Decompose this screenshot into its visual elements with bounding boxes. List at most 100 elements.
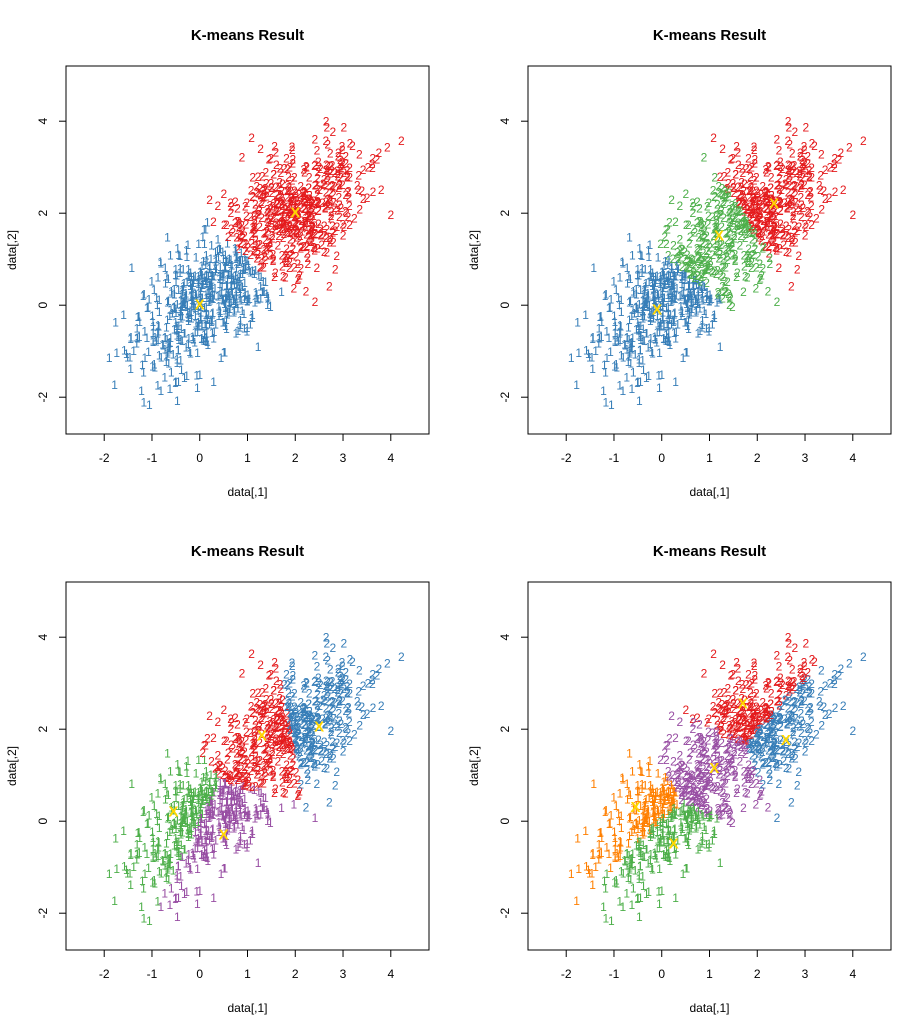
- data-point-cluster-1: 1: [637, 319, 644, 333]
- data-point-cluster-1: 1: [619, 384, 626, 398]
- data-point-cluster-4: 2: [398, 650, 405, 664]
- data-point-cluster-3: 2: [791, 125, 798, 139]
- data-point-cluster-3: 2: [253, 767, 260, 781]
- data-point-cluster-1: 1: [625, 355, 632, 369]
- data-point-cluster-4: 2: [756, 713, 763, 727]
- data-point-cluster-1: 1: [603, 841, 610, 855]
- data-point-cluster-3: 2: [668, 775, 675, 789]
- data-point-cluster-4: 2: [342, 672, 349, 686]
- data-point-cluster-2: 2: [721, 285, 728, 299]
- data-point-cluster-3: 2: [739, 188, 746, 202]
- data-point-cluster-2: 1: [660, 812, 667, 826]
- data-point-cluster-4: 2: [724, 698, 731, 712]
- data-point-cluster-2: 2: [301, 192, 308, 206]
- data-point-cluster-2: 2: [689, 206, 696, 220]
- data-point-cluster-5: 2: [796, 720, 803, 734]
- data-point-cluster-1: 1: [649, 279, 656, 293]
- data-point-cluster-1: 1: [201, 753, 208, 767]
- data-point-cluster-2: 2: [729, 248, 736, 262]
- data-point-cluster-1: 1: [659, 807, 666, 821]
- data-point-cluster-2: 2: [745, 242, 752, 256]
- data-point-cluster-1: 1: [209, 313, 216, 327]
- data-point-cluster-1: 1: [133, 853, 140, 867]
- data-point-cluster-1: 1: [645, 289, 652, 303]
- data-point-cluster-1: 1: [208, 239, 215, 253]
- data-point-cluster-1: 1: [625, 270, 632, 284]
- data-point-cluster-1: 1: [208, 313, 215, 327]
- data-point-cluster-2: 1: [635, 835, 642, 849]
- data-point-cluster-3: 2: [748, 771, 755, 785]
- data-point-cluster-1: 1: [655, 289, 662, 303]
- data-point-cluster-1: 1: [228, 253, 235, 267]
- data-point-cluster-1: 1: [160, 855, 167, 869]
- data-point-cluster-1: 1: [665, 291, 672, 305]
- data-point-cluster-5: 2: [751, 743, 758, 757]
- data-point-cluster-4: 2: [285, 700, 292, 714]
- data-point-cluster-2: 1: [660, 828, 667, 842]
- data-point-cluster-1: 1: [642, 263, 649, 277]
- data-point-cluster-1: 1: [197, 781, 204, 795]
- data-point-cluster-1: 1: [209, 785, 216, 799]
- data-point-cluster-2: 1: [207, 806, 214, 820]
- data-point-cluster-2: 2: [752, 282, 759, 296]
- data-point-cluster-3: 2: [804, 204, 811, 218]
- data-point-cluster-1: 1: [667, 269, 674, 283]
- data-point-cluster-4: 2: [287, 723, 294, 737]
- data-point-cluster-3: 2: [785, 186, 792, 200]
- data-point-cluster-1: 1: [592, 344, 599, 358]
- data-point-cluster-3: 2: [261, 742, 268, 756]
- data-point-cluster-1: 1: [155, 849, 162, 863]
- data-point-cluster-2: 2: [233, 231, 240, 245]
- data-point-cluster-5: 2: [795, 765, 802, 779]
- data-point-cluster-5: 2: [806, 679, 813, 693]
- data-point-cluster-1: 1: [227, 257, 234, 271]
- data-point-cluster-4: 2: [291, 686, 298, 700]
- data-point-cluster-3: 2: [752, 201, 759, 215]
- data-point-cluster-4: 2: [751, 659, 758, 673]
- data-point-cluster-2: 1: [643, 843, 650, 857]
- data-point-cluster-2: 1: [245, 808, 252, 822]
- data-point-cluster-3: 2: [780, 238, 787, 252]
- data-point-cluster-1: 1: [616, 843, 623, 857]
- data-point-cluster-2: 2: [715, 288, 722, 302]
- data-point-cluster-4: 2: [314, 688, 321, 702]
- data-point-cluster-3: 2: [673, 775, 680, 789]
- data-point-cluster-2: 1: [665, 807, 672, 821]
- data-point-cluster-1: 1: [195, 299, 202, 313]
- data-point-cluster-4: 2: [339, 734, 346, 748]
- data-point-cluster-2: 1: [680, 867, 687, 881]
- data-point-cluster-2: 1: [191, 852, 198, 866]
- data-point-cluster-1: 1: [586, 351, 593, 365]
- data-point-cluster-5: 2: [792, 704, 799, 718]
- data-point-cluster-3: 2: [690, 781, 697, 795]
- data-point-cluster-3: 2: [264, 702, 271, 716]
- data-point-cluster-4: 2: [735, 713, 742, 727]
- data-point-cluster-5: 2: [748, 735, 755, 749]
- data-point-cluster-2: 2: [711, 190, 718, 204]
- data-point-cluster-3: 2: [682, 768, 689, 782]
- data-point-cluster-1: 1: [189, 794, 196, 808]
- data-point-cluster-4: 2: [298, 758, 305, 772]
- data-point-cluster-1: 1: [653, 336, 660, 350]
- data-point-cluster-2: 2: [713, 217, 720, 231]
- data-point-cluster-1: 1: [708, 292, 715, 306]
- data-point-cluster-1: 1: [635, 791, 642, 805]
- data-point-cluster-2: 1: [673, 805, 680, 819]
- data-point-cluster-4: 2: [719, 704, 726, 718]
- data-point-cluster-3: 2: [714, 741, 721, 755]
- data-point-cluster-1: 1: [179, 334, 186, 348]
- data-point-cluster-1: 1: [174, 394, 181, 408]
- data-point-cluster-1: 1: [185, 262, 192, 276]
- data-point-cluster-1: 1: [209, 785, 216, 799]
- data-point-cluster-3: 2: [698, 732, 705, 746]
- data-point-cluster-1: 1: [203, 784, 210, 798]
- data-point-cluster-1: 1: [175, 330, 182, 344]
- data-point-cluster-1: 1: [204, 313, 211, 327]
- data-point-cluster-2: 1: [198, 835, 205, 849]
- data-point-cluster-4: 2: [314, 758, 321, 772]
- data-point-cluster-2: 2: [279, 177, 286, 191]
- data-point-cluster-3: 2: [760, 200, 767, 214]
- data-point-cluster-1: 1: [665, 792, 672, 806]
- data-point-cluster-4: 2: [306, 704, 313, 718]
- data-point-cluster-2: 2: [325, 192, 332, 206]
